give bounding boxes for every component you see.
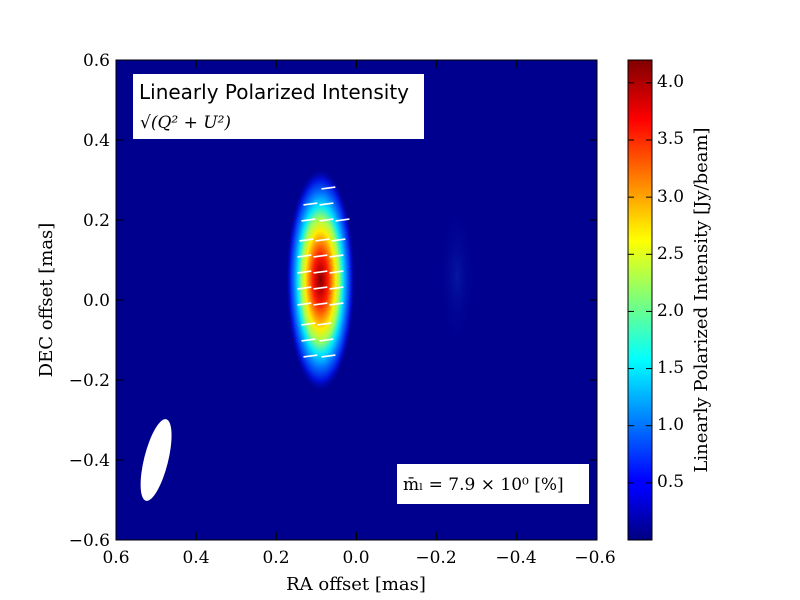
mean-fractional-polarization: m̄ₗ = 7.9 × 10⁰ [%] <box>403 475 564 495</box>
y-tick-label: 0.2 <box>83 211 110 231</box>
y-tick-label: −0.4 <box>69 451 110 471</box>
evpa-vector <box>297 302 312 306</box>
evpa-vector <box>329 302 344 306</box>
evpa-vector <box>329 270 344 274</box>
evpa-vector <box>299 238 314 242</box>
colorbar-tick-label: 2.5 <box>657 244 684 264</box>
colorbar-tick-label: 0.5 <box>657 472 684 492</box>
evpa-vector <box>319 202 334 206</box>
x-tick-label: −0.2 <box>415 548 456 568</box>
x-tick-label: 0.6 <box>102 548 129 568</box>
x-tick-label: −0.6 <box>574 548 615 568</box>
y-tick-label: 0.6 <box>83 51 110 71</box>
evpa-vector <box>313 302 328 306</box>
colorbar-tick-label: 3.5 <box>657 129 684 149</box>
evpa-vector <box>329 254 344 258</box>
y-tick-label: −0.2 <box>69 371 110 391</box>
evpa-vector <box>313 270 328 274</box>
evpa-vector <box>321 186 336 190</box>
colorbar-frame <box>627 59 653 541</box>
beam-ellipse <box>140 419 172 501</box>
x-tick-label: 0.4 <box>182 548 209 568</box>
evpa-vector <box>319 218 334 222</box>
evpa-vector <box>297 286 312 290</box>
evpa-vector <box>303 202 318 206</box>
source-emission <box>286 168 355 392</box>
evpa-vector <box>319 338 334 342</box>
evpa-vector <box>297 270 312 274</box>
evpa-vector <box>301 322 316 326</box>
evpa-vectors <box>297 186 350 358</box>
evpa-vector <box>335 218 350 222</box>
x-tick-label: 0.2 <box>262 548 289 568</box>
colorbar-tick-label: 1.0 <box>657 415 684 435</box>
plot-background <box>116 60 597 540</box>
evpa-vector <box>301 218 316 222</box>
x-tick-label: −0.4 <box>495 548 536 568</box>
y-tick-label: 0.0 <box>83 291 110 311</box>
faint-emission <box>439 206 475 346</box>
evpa-vector <box>303 354 318 358</box>
colorbar-label: Linearly Polarized Intensity [Jy/beam] <box>691 127 712 472</box>
colorbar-tick-label: 3.0 <box>657 187 684 207</box>
evpa-vector <box>313 286 328 290</box>
colorbar <box>628 60 652 540</box>
colorbar-tick-label: 4.0 <box>657 72 684 92</box>
evpa-vector <box>321 354 336 358</box>
evpa-vector <box>301 338 316 342</box>
colorbar-ticks <box>628 82 652 484</box>
x-axis-label: RA offset [mas] <box>286 574 426 595</box>
colorbar-tick-label: 1.5 <box>657 358 684 378</box>
axis-ticks <box>115 59 598 541</box>
evpa-vector <box>331 238 346 242</box>
y-tick-label: −0.6 <box>69 531 110 551</box>
evpa-vector <box>297 254 312 258</box>
annotation-box <box>397 464 589 504</box>
y-tick-label: 0.4 <box>83 131 110 151</box>
evpa-vector <box>329 286 344 290</box>
evpa-vector <box>317 322 332 326</box>
plot-subtitle-formula: √(Q² + U²) <box>140 113 231 133</box>
plot-title: Linearly Polarized Intensity <box>139 80 409 104</box>
x-tick-label: 0.0 <box>342 548 369 568</box>
title-box <box>133 74 424 139</box>
colorbar-tick-label: 2.0 <box>657 301 684 321</box>
y-axis-label: DEC offset [mas] <box>36 223 57 378</box>
evpa-vector <box>313 254 328 258</box>
evpa-vector <box>315 238 330 242</box>
